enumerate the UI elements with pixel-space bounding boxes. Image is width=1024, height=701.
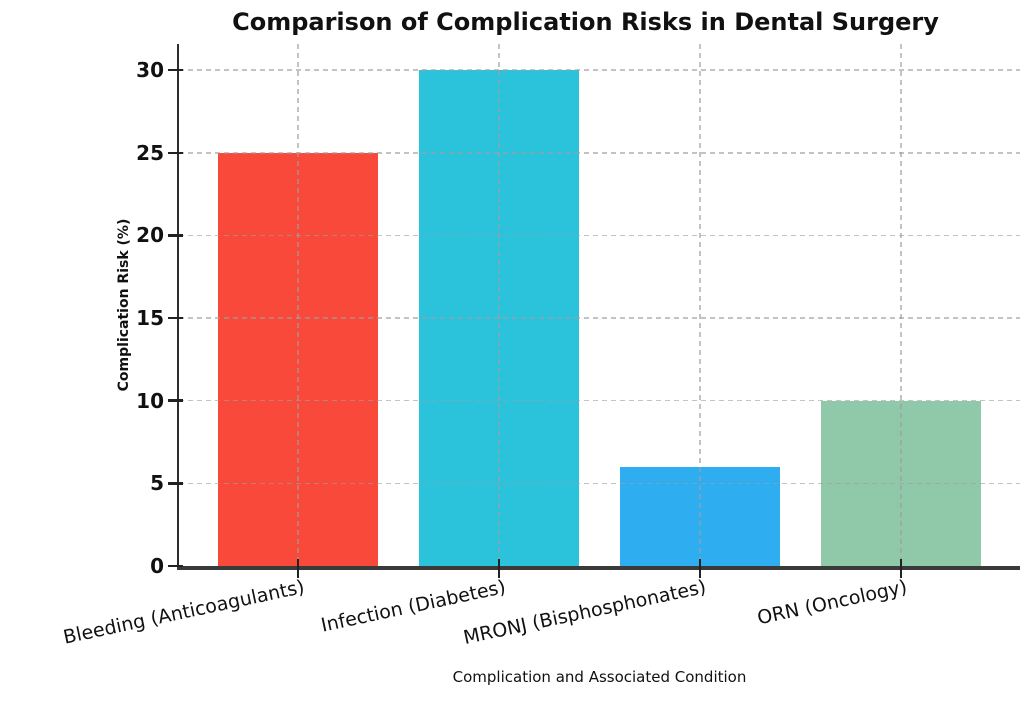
x-tick-label-bleeding-anticoagulants: Bleeding (Anticoagulants) <box>61 576 307 649</box>
x-axis-line <box>177 566 1020 570</box>
grid-layer <box>179 44 1020 566</box>
y-tick-mark <box>168 234 183 237</box>
x-tick-mark <box>899 559 903 578</box>
y-tick-label-15: 15 <box>136 306 164 331</box>
x-tick-label-orn-oncology: ORN (Oncology) <box>755 576 910 630</box>
v-gridline-infection-diabetes <box>498 44 500 566</box>
x-axis-label: Complication and Associated Condition <box>452 668 747 686</box>
h-gridline-20 <box>179 234 1020 237</box>
y-tick-mark <box>168 564 183 568</box>
v-gridline-mronj-bisphosphonates <box>699 44 701 566</box>
y-tick-mark <box>168 482 183 485</box>
y-tick-label-5: 5 <box>150 471 164 496</box>
x-tick-mark <box>296 559 300 578</box>
y-axis-line <box>177 44 179 570</box>
v-gridline-orn-oncology <box>900 44 902 566</box>
x-tick-mark <box>698 559 702 578</box>
y-tick-label-10: 10 <box>136 388 164 413</box>
h-gridline-30 <box>179 69 1020 71</box>
h-gridline-25 <box>179 151 1020 154</box>
x-tick-mark <box>497 559 501 578</box>
y-tick-label-0: 0 <box>150 554 164 578</box>
chart-title: Comparison of Complication Risks in Dent… <box>232 8 939 36</box>
plot-area <box>179 44 1020 566</box>
h-gridline-10 <box>179 399 1020 402</box>
y-tick-mark <box>168 68 183 72</box>
y-tick-mark <box>168 151 183 154</box>
y-tick-mark <box>168 316 183 320</box>
y-tick-label-30: 30 <box>136 58 164 83</box>
h-gridline-15 <box>179 317 1020 319</box>
y-tick-mark <box>168 399 183 402</box>
h-gridline-5 <box>179 482 1020 485</box>
y-tick-label-20: 20 <box>136 223 164 248</box>
v-gridline-bleeding-anticoagulants <box>297 44 299 566</box>
y-tick-label-25: 25 <box>136 140 164 165</box>
